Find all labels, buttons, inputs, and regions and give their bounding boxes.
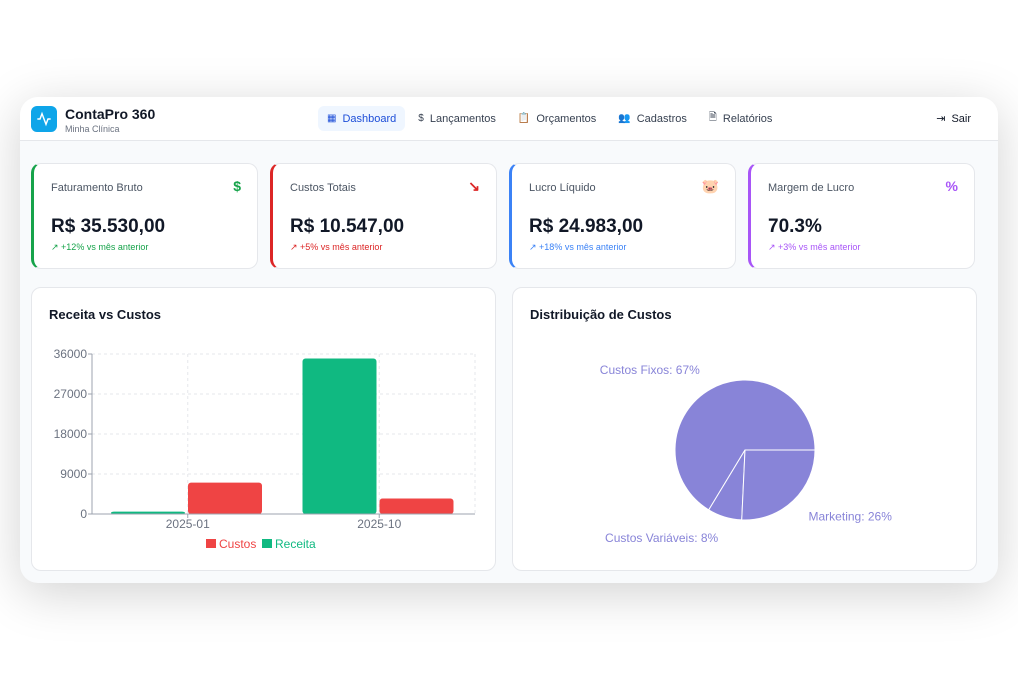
- clipboard-icon: 📋: [517, 113, 531, 124]
- bar-chart: 0 9000 18000 27000 36000 2025-01 2025-10 Custos…: [54, 347, 476, 551]
- nav-lançamentos[interactable]: $ Lançamentos: [418, 112, 496, 125]
- header: ContaPro 360 Minha Clínica ▦ Dashboard $ Lan…: [20, 97, 998, 141]
- bar-receita: [111, 511, 185, 514]
- app-title: ContaPro 360: [65, 106, 156, 122]
- file-icon: 🗎: [708, 112, 717, 123]
- logout-button[interactable]: ⇥ Sair: [936, 112, 971, 126]
- main-nav: ▦ Dashboard $ Lançamentos 📋 Orçamentos 👥 Cadast…: [318, 106, 781, 131]
- app-window: ContaPro 360 Minha Clínica ▦ Dashboard $ Lan…: [20, 97, 998, 583]
- bar-chart-title: Receita vs Custos: [49, 307, 161, 322]
- card-change: ↗ +12% vs mês anterior: [51, 242, 149, 252]
- nav-cadastros[interactable]: 👥 Cadastros: [618, 112, 687, 125]
- pie-chart: Custos Fixos: 67% Custos Variáveis: 8% Mar…: [600, 363, 893, 545]
- card-icon: ↘: [468, 178, 480, 194]
- y-tick-label: 9000: [60, 467, 87, 481]
- nav-orçamentos[interactable]: 📋 Orçamentos: [517, 112, 597, 125]
- nav-relatórios[interactable]: 🗎 Relatórios: [700, 106, 782, 131]
- legend-label: Receita: [275, 537, 316, 551]
- card-icon: %: [945, 178, 958, 194]
- card-change: ↗ +18% vs mês anterior: [529, 242, 627, 252]
- bar-receita: [302, 358, 377, 514]
- bar-custos: [379, 498, 454, 514]
- card-icon: 🐷: [701, 178, 719, 194]
- activity-icon: [31, 106, 57, 132]
- x-tick-label: 2025-10: [357, 517, 401, 531]
- card-value: R$ 35.530,00: [51, 216, 166, 237]
- app-subtitle: Minha Clínica: [65, 124, 120, 134]
- legend-swatch: [262, 539, 272, 548]
- x-tick-label: 2025-01: [166, 517, 210, 531]
- y-tick-label: 36000: [54, 347, 88, 361]
- legend-swatch: [206, 539, 216, 548]
- card-change: ↗ +5% vs mês anterior: [290, 242, 383, 252]
- kpi-card: Custos Totais ↘ R$ 10.547,00 ↗ +5% vs mês a…: [270, 163, 497, 269]
- pie-label: Custos Variáveis: 8%: [605, 531, 718, 545]
- dashboard-icon: ▦: [327, 113, 337, 124]
- y-tick-label: 0: [80, 507, 87, 521]
- legend-label: Custos: [219, 537, 256, 551]
- cost-distribution-panel: Distribuição de Custos Custos Fixos: 67%…: [512, 287, 977, 571]
- logout-icon: ⇥: [936, 113, 946, 125]
- bar-custos: [188, 482, 262, 514]
- card-value: R$ 24.983,00: [529, 216, 644, 237]
- card-change: ↗ +3% vs mês anterior: [768, 242, 861, 252]
- card-icon: $: [233, 178, 241, 194]
- card-value: R$ 10.547,00: [290, 216, 405, 237]
- users-icon: 👥: [618, 113, 631, 124]
- revenue-vs-costs-panel: Receita vs Custos 0 9000 18000 27000 36000 20…: [31, 287, 496, 571]
- dollar-icon: $: [418, 113, 424, 124]
- pie-slice: [674, 379, 816, 511]
- y-tick-label: 27000: [54, 387, 88, 401]
- pie-label: Custos Fixos: 67%: [600, 363, 700, 377]
- pie-chart-title: Distribuição de Custos: [530, 307, 672, 322]
- pie-slice: [741, 449, 816, 521]
- pie-label: Marketing: 26%: [809, 510, 893, 524]
- kpi-card: Faturamento Bruto $ R$ 35.530,00 ↗ +12% vs …: [31, 163, 258, 269]
- kpi-card: Margem de Lucro% 70.3% ↗ +3% vs mês anteri…: [748, 163, 975, 269]
- nav-dashboard[interactable]: ▦ Dashboard: [318, 106, 406, 131]
- y-tick-label: 18000: [54, 427, 88, 441]
- card-value: 70.3%: [768, 216, 822, 237]
- kpi-card: Lucro Líquido 🐷 R$ 24.983,00 ↗ +18% vs mês …: [509, 163, 736, 269]
